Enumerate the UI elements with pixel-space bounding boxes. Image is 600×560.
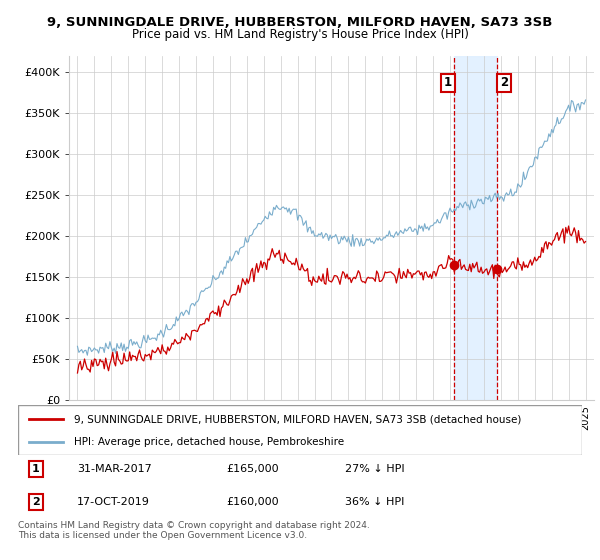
Bar: [454, 56, 497, 400]
Text: 2: 2: [32, 497, 40, 507]
Text: 36% ↓ HPI: 36% ↓ HPI: [345, 497, 404, 507]
Text: 1: 1: [443, 77, 452, 90]
Text: £165,000: £165,000: [227, 464, 280, 474]
FancyBboxPatch shape: [18, 405, 582, 455]
Text: 9, SUNNINGDALE DRIVE, HUBBERSTON, MILFORD HAVEN, SA73 3SB (detached house): 9, SUNNINGDALE DRIVE, HUBBERSTON, MILFOR…: [74, 414, 522, 424]
Text: 9, SUNNINGDALE DRIVE, HUBBERSTON, MILFORD HAVEN, SA73 3SB: 9, SUNNINGDALE DRIVE, HUBBERSTON, MILFOR…: [47, 16, 553, 29]
Text: 27% ↓ HPI: 27% ↓ HPI: [345, 464, 405, 474]
Text: Price paid vs. HM Land Registry's House Price Index (HPI): Price paid vs. HM Land Registry's House …: [131, 28, 469, 41]
Text: £160,000: £160,000: [227, 497, 280, 507]
Text: 1: 1: [32, 464, 40, 474]
Text: HPI: Average price, detached house, Pembrokeshire: HPI: Average price, detached house, Pemb…: [74, 437, 344, 447]
Text: 31-MAR-2017: 31-MAR-2017: [77, 464, 152, 474]
Text: 17-OCT-2019: 17-OCT-2019: [77, 497, 150, 507]
Text: Contains HM Land Registry data © Crown copyright and database right 2024.
This d: Contains HM Land Registry data © Crown c…: [18, 521, 370, 540]
Text: 2: 2: [500, 77, 508, 90]
